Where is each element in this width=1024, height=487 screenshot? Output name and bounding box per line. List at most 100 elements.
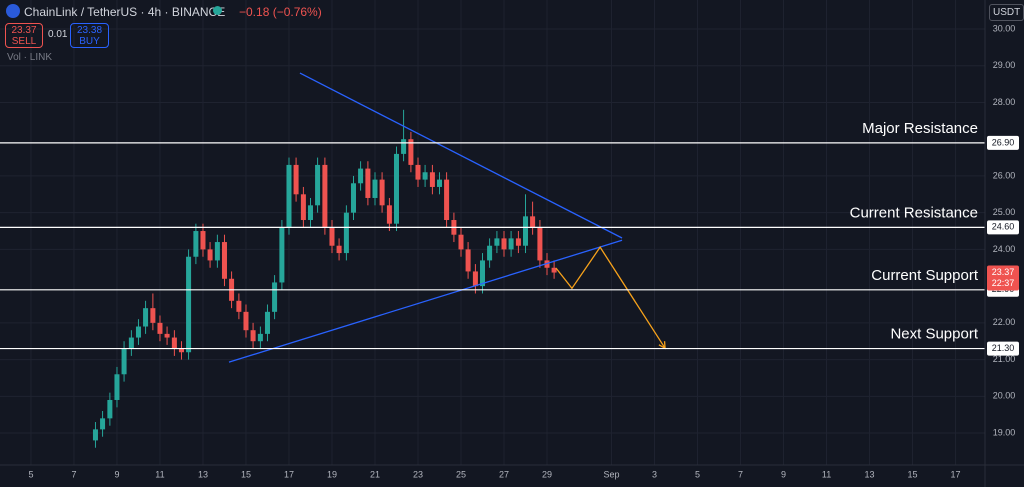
x-tick-label: 17 (284, 469, 294, 479)
candle-body (200, 231, 206, 250)
candle-body (358, 168, 364, 184)
candle-body (250, 330, 256, 342)
candle-body (551, 267, 557, 273)
level-label: Current Support (871, 267, 979, 284)
trendline (299, 72, 623, 239)
symbol[interactable]: ChainLink / TetherUS · 4h · BINANCE (24, 5, 226, 19)
candle-body (236, 300, 242, 312)
candle-body (300, 194, 306, 221)
candle-body (379, 179, 385, 206)
candle-body (522, 216, 529, 246)
x-tick-label: 11 (822, 469, 831, 479)
spread: 0.01 (48, 29, 68, 40)
candle-body (472, 271, 478, 287)
x-tick-label: 19 (327, 469, 337, 479)
candle-body (530, 216, 536, 228)
candle-body (350, 183, 356, 213)
candle-body (121, 348, 127, 375)
candle-body (186, 256, 192, 353)
candle-body (114, 374, 120, 400)
level-label: Major Resistance (862, 120, 978, 137)
candle-body (365, 168, 371, 198)
x-tick-label: 7 (71, 469, 76, 479)
y-tick-label: 25.00 (993, 207, 1016, 217)
y-tick-label: 29.00 (993, 60, 1016, 70)
candle-body (221, 242, 227, 279)
y-tick-label: 20.00 (993, 391, 1016, 401)
buy-button[interactable]: 23.38 BUY (70, 23, 109, 48)
x-tick-label: 11 (155, 469, 164, 479)
x-tick-label: 23 (413, 469, 423, 479)
candle-body (537, 227, 543, 261)
y-tick-label: 28.00 (993, 97, 1016, 107)
x-tick-label: 13 (198, 469, 208, 479)
plot: Major Resistance Current Resistance Curren… (0, 72, 985, 448)
candle-body (214, 242, 220, 261)
candle-body (401, 139, 407, 154)
symbol-icon (6, 4, 20, 18)
x-tick-label: 13 (865, 469, 875, 479)
countdown: 22:37 (992, 278, 1015, 288)
price-change: −0.18 (−0.76%) (239, 5, 322, 19)
candle-body (257, 333, 263, 342)
candle-body (494, 238, 500, 246)
candle-body (100, 418, 106, 430)
x-tick-label: Sep (604, 469, 620, 479)
x-tick-label: 17 (951, 469, 961, 479)
x-tick-label: 21 (370, 469, 380, 479)
candle-body (293, 164, 299, 195)
candle-body (343, 212, 349, 254)
candle-body (243, 311, 249, 331)
candle-body (429, 172, 435, 187)
buy-price: 23.38 (76, 25, 103, 36)
candle-body (372, 179, 378, 198)
candle-body (178, 348, 184, 353)
y-tick-label: 22.00 (993, 317, 1016, 327)
candle-body (135, 326, 141, 338)
candle-body (329, 227, 335, 246)
trendline (228, 239, 623, 363)
sell-price: 23.37 (11, 25, 37, 36)
x-tick-label: 29 (542, 469, 552, 479)
candle-body (171, 337, 177, 349)
candle-body (458, 234, 464, 250)
candle-body (465, 249, 471, 272)
candle-body (279, 227, 285, 283)
currency-button[interactable]: USDT (989, 4, 1024, 21)
volume-label[interactable]: Vol · LINK (7, 52, 53, 63)
x-tick-label: 15 (908, 469, 918, 479)
y-tick-label: 26.00 (993, 170, 1016, 180)
level-price: 21.30 (992, 343, 1015, 353)
level-badge (987, 341, 1019, 356)
axes: 19.00 20.00 21.00 22.00 24.00 25.00 26.00 28.00… (28, 23, 1019, 479)
candle-body (415, 164, 421, 180)
candle-body (264, 311, 270, 334)
candle-body (286, 164, 292, 228)
y-tick-label: 30.00 (993, 23, 1016, 33)
level-price: 26.90 (992, 137, 1015, 147)
x-tick-label: 5 (695, 469, 700, 479)
candle-body (193, 231, 199, 257)
buy-label: BUY (79, 36, 100, 47)
x-tick-label: 9 (114, 469, 119, 479)
candle-body (336, 245, 342, 254)
sell-button[interactable]: 23.37 SELL (5, 23, 43, 48)
x-tick-label: 3 (652, 469, 657, 479)
x-tick-label: 15 (241, 469, 251, 479)
x-tick-label: 27 (499, 469, 509, 479)
level-label: Next Support (890, 326, 978, 343)
candle-body (515, 238, 521, 246)
market-status (213, 6, 222, 15)
candle-body (322, 164, 328, 228)
x-tick-label: 5 (28, 469, 33, 479)
level-label: Current Resistance (850, 204, 978, 221)
projection-arrow (555, 246, 666, 349)
candle-body (157, 322, 163, 334)
candle-body (107, 399, 113, 419)
candle-body (393, 153, 400, 224)
candle-body (436, 179, 443, 187)
candle-body (164, 333, 170, 338)
x-tick-label: 7 (738, 469, 743, 479)
